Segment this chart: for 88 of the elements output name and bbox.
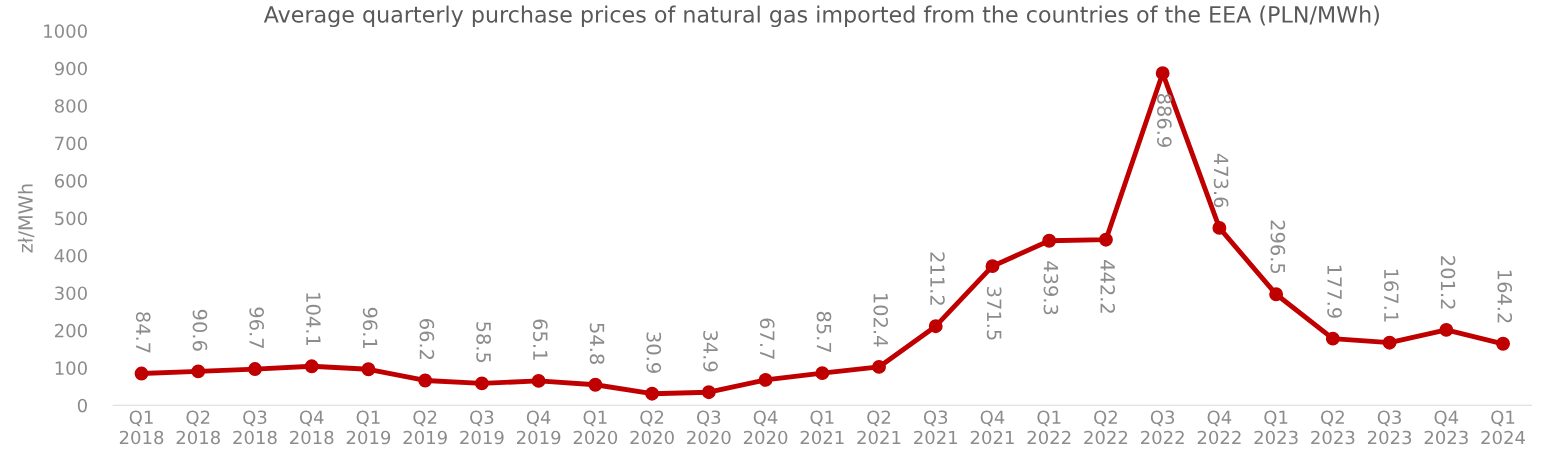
x-tick-label: Q1 2019	[346, 410, 391, 445]
data-label: 442.2	[1100, 260, 1115, 313]
data-label: 201.2	[1440, 256, 1456, 309]
x-tick-label: Q1 2023	[1254, 410, 1298, 445]
data-label: 66.2	[419, 319, 435, 360]
data-label: 96.1	[362, 307, 378, 349]
point	[1098, 232, 1113, 247]
data-label: 886.9	[1157, 93, 1172, 147]
x-tick-label: Q2 2021	[857, 410, 901, 445]
data-label: 164.2	[1497, 270, 1513, 323]
data-label: 177.9	[1327, 265, 1342, 318]
data-label: 96.7	[249, 307, 265, 348]
data-label: 90.6	[192, 309, 208, 351]
x-tick-label: Q4 2022	[1197, 410, 1241, 445]
x-tick-label: Q1 2021	[800, 410, 844, 445]
y-axis-title: zł/MWh	[17, 184, 35, 253]
y-tick-label: 900	[54, 61, 87, 76]
point	[531, 373, 546, 388]
point	[1439, 322, 1454, 337]
y-tick-label: 0	[77, 398, 87, 413]
data-label: 58.5	[476, 322, 491, 363]
x-tick-label: Q1 2024	[1481, 410, 1525, 445]
point	[1269, 287, 1284, 302]
point	[928, 319, 943, 334]
x-tick-label: Q2 2018	[176, 410, 220, 445]
data-label: 439.3	[1043, 261, 1059, 315]
y-tick-label: 200	[55, 323, 87, 338]
data-label: 54.8	[589, 323, 605, 364]
data-label: 371.5	[986, 287, 1002, 340]
point	[1325, 331, 1340, 346]
x-tick-label: Q3 2022	[1141, 410, 1184, 445]
x-tick-label: Q3 2018	[233, 410, 277, 445]
point	[418, 373, 433, 388]
point	[588, 377, 603, 392]
data-label: 84.7	[135, 312, 151, 353]
x-tick-label: Q3 2020	[687, 410, 731, 445]
x-tick-label: Q2 2023	[1311, 410, 1355, 445]
data-label: 473.6	[1213, 153, 1229, 208]
point	[645, 386, 660, 401]
point	[361, 362, 376, 377]
chart-title: Average quarterly purchase prices of natural gas imported from the countries of the EEA (PLN/MWh)	[263, 5, 1379, 28]
point	[474, 376, 489, 391]
data-label: 85.7	[816, 311, 832, 353]
x-tick-label: Q3 2023	[1367, 410, 1412, 445]
data-label: 211.2	[930, 252, 945, 305]
point	[304, 359, 319, 374]
x-tick-label: Q1 2018	[119, 410, 164, 445]
y-tick-label: 100	[55, 361, 87, 375]
x-tick-label: Q1 2020	[573, 410, 618, 445]
y-tick-label: 600	[54, 174, 87, 188]
point	[872, 359, 886, 374]
x-tick-label: Q4 2018	[290, 410, 334, 445]
x-tick-label: Q3 2019	[460, 410, 504, 445]
y-tick-label: 800	[54, 99, 87, 113]
point	[701, 385, 716, 400]
y-tick-label: 500	[55, 211, 87, 226]
x-tick-label: Q4 2019	[516, 410, 561, 445]
x-tick-label: Q2 2019	[403, 410, 447, 445]
point	[1042, 233, 1057, 248]
x-tick-label: Q2 2020	[630, 410, 674, 445]
y-tick-label: 300	[55, 286, 87, 301]
point	[134, 366, 149, 381]
x-tick-label: Q3 2021	[914, 410, 958, 445]
x-tick-label: Q2 2022	[1084, 410, 1128, 445]
x-tick-label: Q4 2021	[970, 410, 1014, 445]
point	[1155, 66, 1170, 81]
y-tick-label: 400	[54, 248, 87, 263]
data-label: 167.1	[1383, 269, 1399, 322]
y-tick-label: 1000	[44, 24, 87, 38]
point	[248, 362, 262, 377]
data-label: 102.4	[873, 293, 889, 347]
data-label: 67.7	[759, 318, 775, 359]
x-tick-label: Q1 2022	[1027, 410, 1071, 445]
data-label: 104.1	[306, 293, 321, 346]
x-tick-label: Q4 2020	[743, 410, 788, 445]
point	[815, 366, 830, 381]
data-label: 34.9	[703, 330, 718, 372]
point	[1382, 335, 1397, 350]
point	[758, 372, 773, 387]
data-label: 296.5	[1270, 220, 1286, 274]
data-label: 65.1	[532, 319, 548, 360]
data-label: 30.9	[646, 332, 662, 373]
y-tick-label: 700	[55, 136, 87, 151]
point	[1212, 220, 1227, 235]
x-tick-label: Q4 2023	[1424, 410, 1468, 445]
point	[191, 364, 206, 379]
point	[985, 259, 1000, 274]
point	[1496, 336, 1510, 351]
